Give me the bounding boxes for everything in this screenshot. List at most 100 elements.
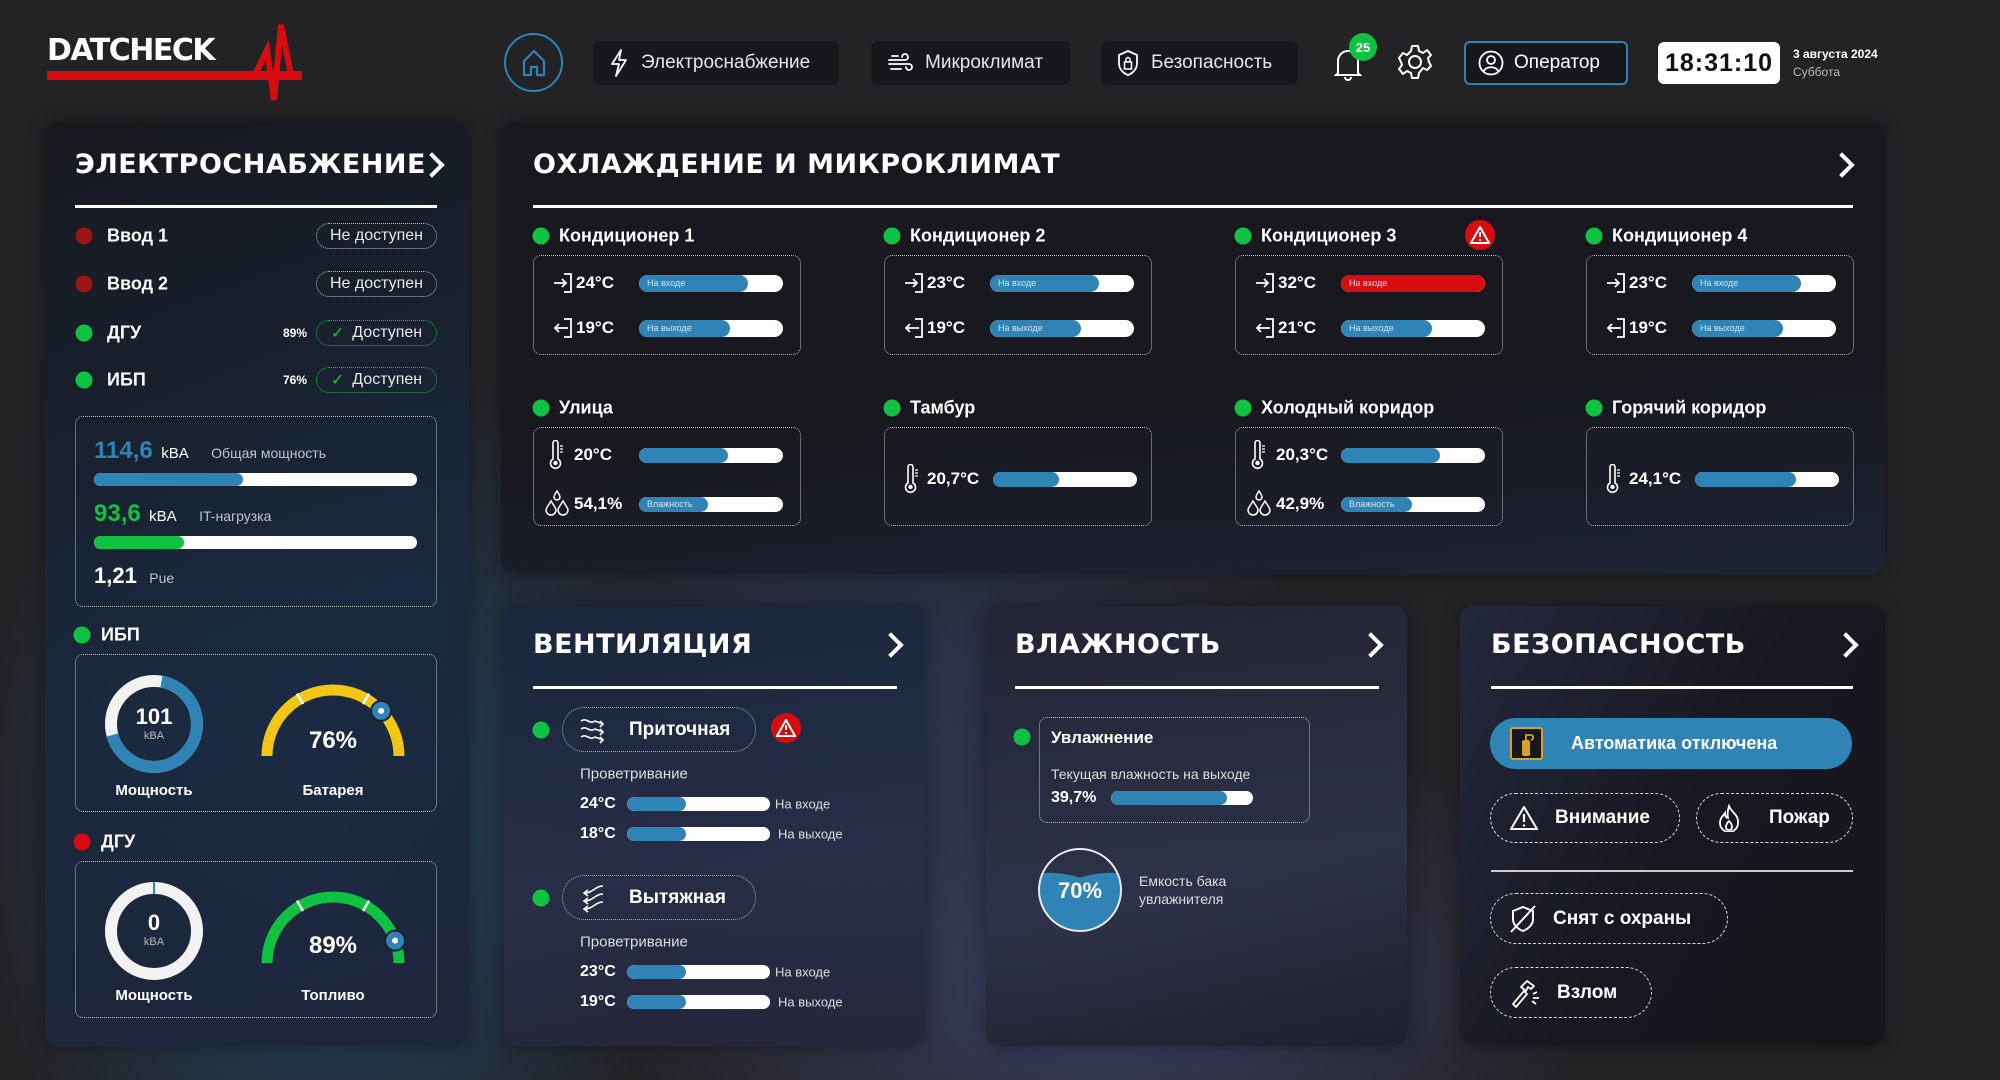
level-bar (627, 995, 770, 1009)
lightning-icon (611, 49, 627, 77)
status-dot (883, 399, 901, 417)
settings-button[interactable] (1396, 43, 1434, 81)
home-button[interactable] (504, 33, 563, 92)
bar-fill (1692, 274, 1802, 292)
nav-microclimate[interactable]: Микроклимат (871, 41, 1070, 85)
ventilation-unit-button[interactable]: Приточная (562, 707, 756, 752)
user-label: Оператор (1514, 52, 1600, 73)
status-dot (532, 889, 550, 907)
status-dot (532, 399, 550, 417)
current-humidity-value: 39,7% (1051, 789, 1097, 806)
tank-label: увлажнителя (1139, 891, 1224, 907)
alarm-warning-icon[interactable] (1465, 220, 1495, 250)
level-bar: Влажность (639, 496, 783, 512)
fire-button[interactable]: Пожар (1696, 793, 1853, 843)
disarmed-label: Снят с охраны (1553, 907, 1692, 929)
bar-label: На выходе (647, 323, 692, 333)
attention-button[interactable]: Внимание (1490, 793, 1680, 843)
alarm-warning-icon[interactable] (771, 713, 801, 743)
security-title: БЕЗОПАСНОСТЬ (1491, 629, 1746, 660)
security-panel: БЕЗОПАСНОСТЬ Автоматика отключена Вниман… (1460, 606, 1885, 1046)
status-badge: Не доступен (316, 223, 437, 249)
attention-label: Внимание (1555, 807, 1650, 828)
logo[interactable]: DATCHECK (45, 22, 307, 104)
power-summary-box: 114,6 kBA Общая мощность 93,6 kBA IT-наг… (75, 416, 437, 607)
shield-lock-icon (1118, 50, 1138, 76)
level-bar (627, 827, 770, 841)
outlet-icon (1606, 318, 1625, 338)
dgu-fuel-value: 89% (308, 932, 358, 959)
bar-fill (627, 797, 686, 811)
bar-label: На выходе (1349, 323, 1394, 333)
bar-fill (990, 274, 1100, 292)
chevron-right-icon[interactable] (1358, 632, 1384, 658)
it-load-label: IT-нагрузка (199, 508, 272, 524)
inlet-temp: 23°C (1629, 273, 1667, 292)
fire-extinguisher-icon (1510, 727, 1543, 760)
zone-box: 20°C 54,1% Влажность (533, 427, 801, 526)
status-dot (532, 721, 550, 739)
ups-power-label: Мощность (115, 782, 193, 799)
status-dot (73, 833, 91, 851)
bar-fill (1341, 496, 1412, 512)
inlet-temp: 32°C (1278, 273, 1316, 292)
nav-security[interactable]: Безопасность (1101, 41, 1298, 85)
outlet-temp: 19°C (927, 318, 965, 337)
status-dot (532, 227, 550, 245)
bar-fill (627, 965, 686, 979)
it-load-value: 93,6 (94, 500, 141, 527)
bar-fill (639, 319, 730, 337)
status-dot (1013, 728, 1031, 746)
fire-label: Пожар (1769, 807, 1830, 828)
input-name: Ввод 1 (107, 225, 169, 246)
disarmed-button[interactable]: Снят с охраны (1490, 893, 1728, 944)
divider (533, 205, 1853, 208)
outlet-icon (553, 318, 572, 338)
bar-fill (1341, 274, 1485, 292)
level-bar: Влажность (1341, 496, 1485, 512)
nav-power[interactable]: Электроснабжение (593, 41, 839, 85)
conditioner-name: Кондиционер 3 (1261, 225, 1397, 246)
inlet-label: На входе (775, 796, 831, 812)
inlet-icon (1256, 273, 1274, 293)
zone-temp: 24,1°C (1629, 469, 1682, 488)
level-bar: На выходе (990, 319, 1134, 337)
level-bar: На входе (639, 274, 783, 292)
user-icon (1478, 50, 1504, 76)
automation-status-button[interactable]: Автоматика отключена (1490, 718, 1852, 769)
level-bar (1695, 471, 1839, 487)
tank-water (1039, 872, 1121, 931)
gauge-arc (261, 684, 405, 757)
gauge-tick (295, 900, 305, 912)
conditioner-name: Кондиционер 2 (910, 225, 1046, 246)
supply-air-icon (580, 718, 605, 744)
unit-name: Вытяжная (629, 886, 726, 908)
zone-temp: 20,3°C (1276, 445, 1329, 464)
ventilation-unit-button[interactable]: Вытяжная (562, 875, 756, 920)
level-bar: На входе (1692, 274, 1836, 292)
chevron-right-icon[interactable] (1829, 152, 1855, 178)
user-menu-button[interactable]: Оператор (1464, 41, 1628, 85)
humidity-title: ВЛАЖНОСТЬ (1015, 629, 1221, 660)
date: 3 августа 2024 (1793, 47, 1878, 61)
thermometer-icon (549, 439, 563, 470)
nav-security-label: Безопасность (1151, 52, 1273, 73)
nav-microclimate-label: Микроклимат (925, 52, 1044, 73)
chevron-right-icon[interactable] (1833, 632, 1859, 658)
level-bar (1341, 447, 1485, 463)
ups-power-unit: kBA (143, 730, 165, 742)
power-title: ЭЛЕКТРОСНАБЖЕНИЕ (75, 149, 426, 180)
bar-fill (639, 496, 709, 512)
breakin-button[interactable]: Взлом (1490, 967, 1652, 1018)
gauge-tick (361, 693, 371, 705)
conditioner-name: Кондиционер 4 (1612, 225, 1748, 246)
bar-fill (1341, 447, 1441, 463)
status-dot (73, 626, 91, 644)
fire-icon (1719, 804, 1739, 832)
chevron-right-icon[interactable] (878, 632, 904, 658)
tank-label: Емкость бака (1139, 873, 1227, 889)
current-humidity-label: Текущая влажность на выходе (1051, 766, 1251, 782)
bar-label: Влажность (647, 499, 693, 509)
humidifier-box: Увлажнение Текущая влажность на выходе 3… (1039, 717, 1310, 823)
level-bar: На выходе (639, 319, 783, 337)
